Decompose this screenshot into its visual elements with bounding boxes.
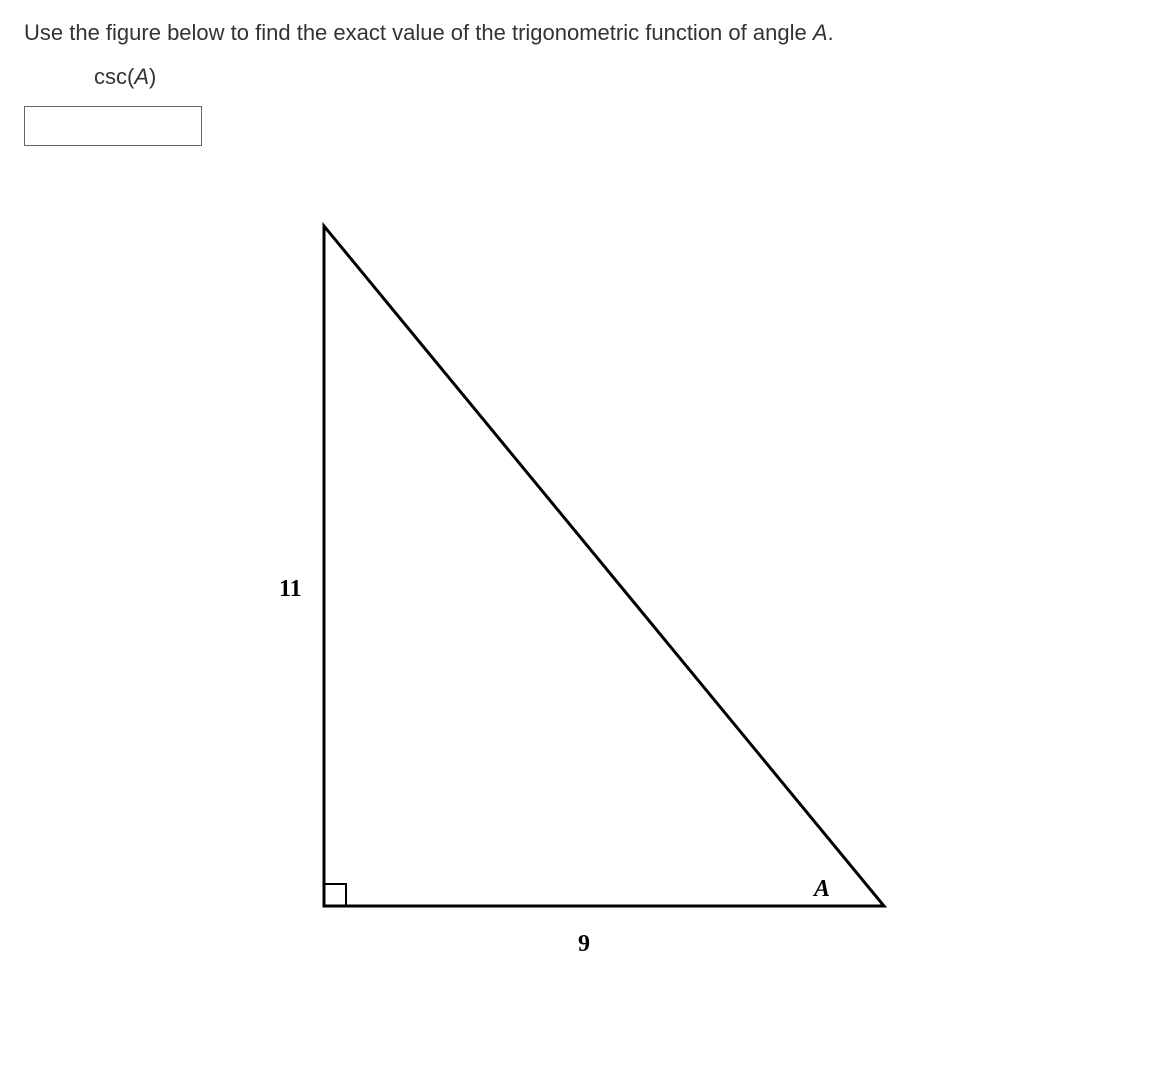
horizontal-leg-label: 9 [578, 931, 590, 957]
func-prefix: csc( [94, 64, 134, 89]
right-angle-marker [324, 884, 346, 906]
angle-a-label: A [812, 876, 830, 902]
func-suffix: ) [149, 64, 156, 89]
question-stem: Use the figure below to find the exact v… [24, 20, 1132, 46]
answer-input[interactable] [24, 106, 202, 146]
triangle-figure: 11 9 A [224, 206, 1132, 971]
func-arg: A [134, 64, 149, 89]
question-stem-suffix: . [828, 20, 834, 45]
question-angle-var: A [813, 20, 828, 45]
question-stem-text: Use the figure below to find the exact v… [24, 20, 813, 45]
triangle-svg: 11 9 A [224, 206, 924, 966]
function-expression: csc(A) [24, 64, 1132, 90]
triangle-shape [324, 226, 884, 906]
vertical-leg-label: 11 [279, 576, 302, 602]
